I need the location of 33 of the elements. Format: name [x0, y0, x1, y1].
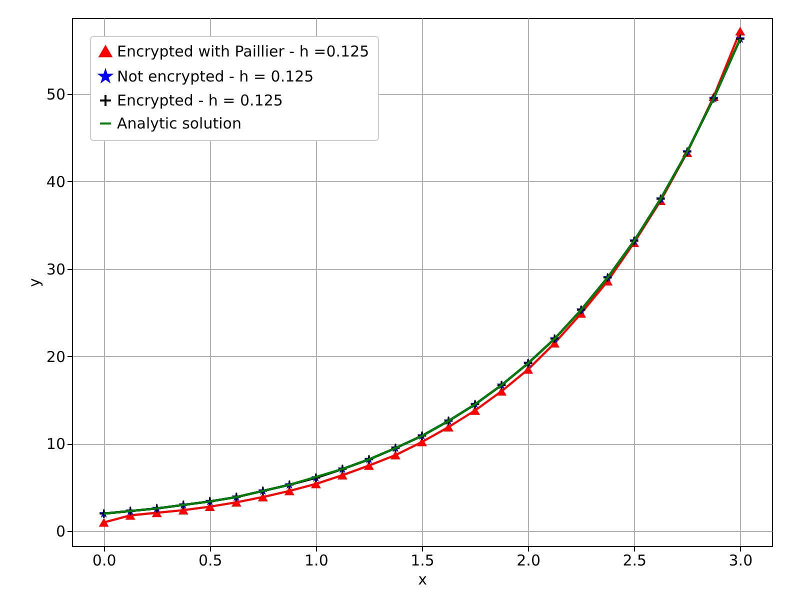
point	[178, 506, 188, 514]
point	[470, 406, 480, 415]
point	[735, 26, 746, 36]
legend-label: Analytic solution	[117, 114, 242, 132]
x-tick-label: 0.5	[198, 552, 222, 570]
x-axis-title: x	[418, 570, 428, 588]
y-tick-label: 0	[56, 522, 66, 541]
legend-label: Encrypted with Paillier - h =0.125	[117, 42, 370, 60]
point	[417, 438, 427, 446]
point	[364, 461, 374, 470]
x-tick-label: 2.0	[516, 552, 540, 570]
legend-label: Encrypted - h = 0.125	[117, 92, 283, 110]
point	[496, 386, 507, 396]
y-tick-label: 30	[46, 260, 66, 278]
point	[444, 422, 454, 432]
x-tick-label: 0.0	[92, 552, 116, 570]
y-tick-label: 40	[46, 172, 66, 191]
y-axis-title: y	[25, 278, 44, 287]
point	[204, 502, 215, 511]
y-tick-label: 20	[46, 348, 66, 366]
y-tick-label: 10	[46, 435, 66, 454]
point	[284, 486, 294, 496]
x-tick-label: 2.5	[622, 552, 647, 570]
point	[258, 492, 268, 502]
point	[310, 480, 321, 488]
point	[390, 450, 400, 460]
y-tick-label: 50	[46, 86, 66, 104]
legend-label: Not encrypted - h = 0.125	[117, 68, 314, 86]
point	[337, 470, 348, 480]
point	[98, 518, 109, 527]
x-tick-label: 3.0	[728, 552, 753, 570]
x-tick-label: 1.5	[410, 552, 434, 570]
x-tick-label: 1.0	[304, 552, 328, 570]
